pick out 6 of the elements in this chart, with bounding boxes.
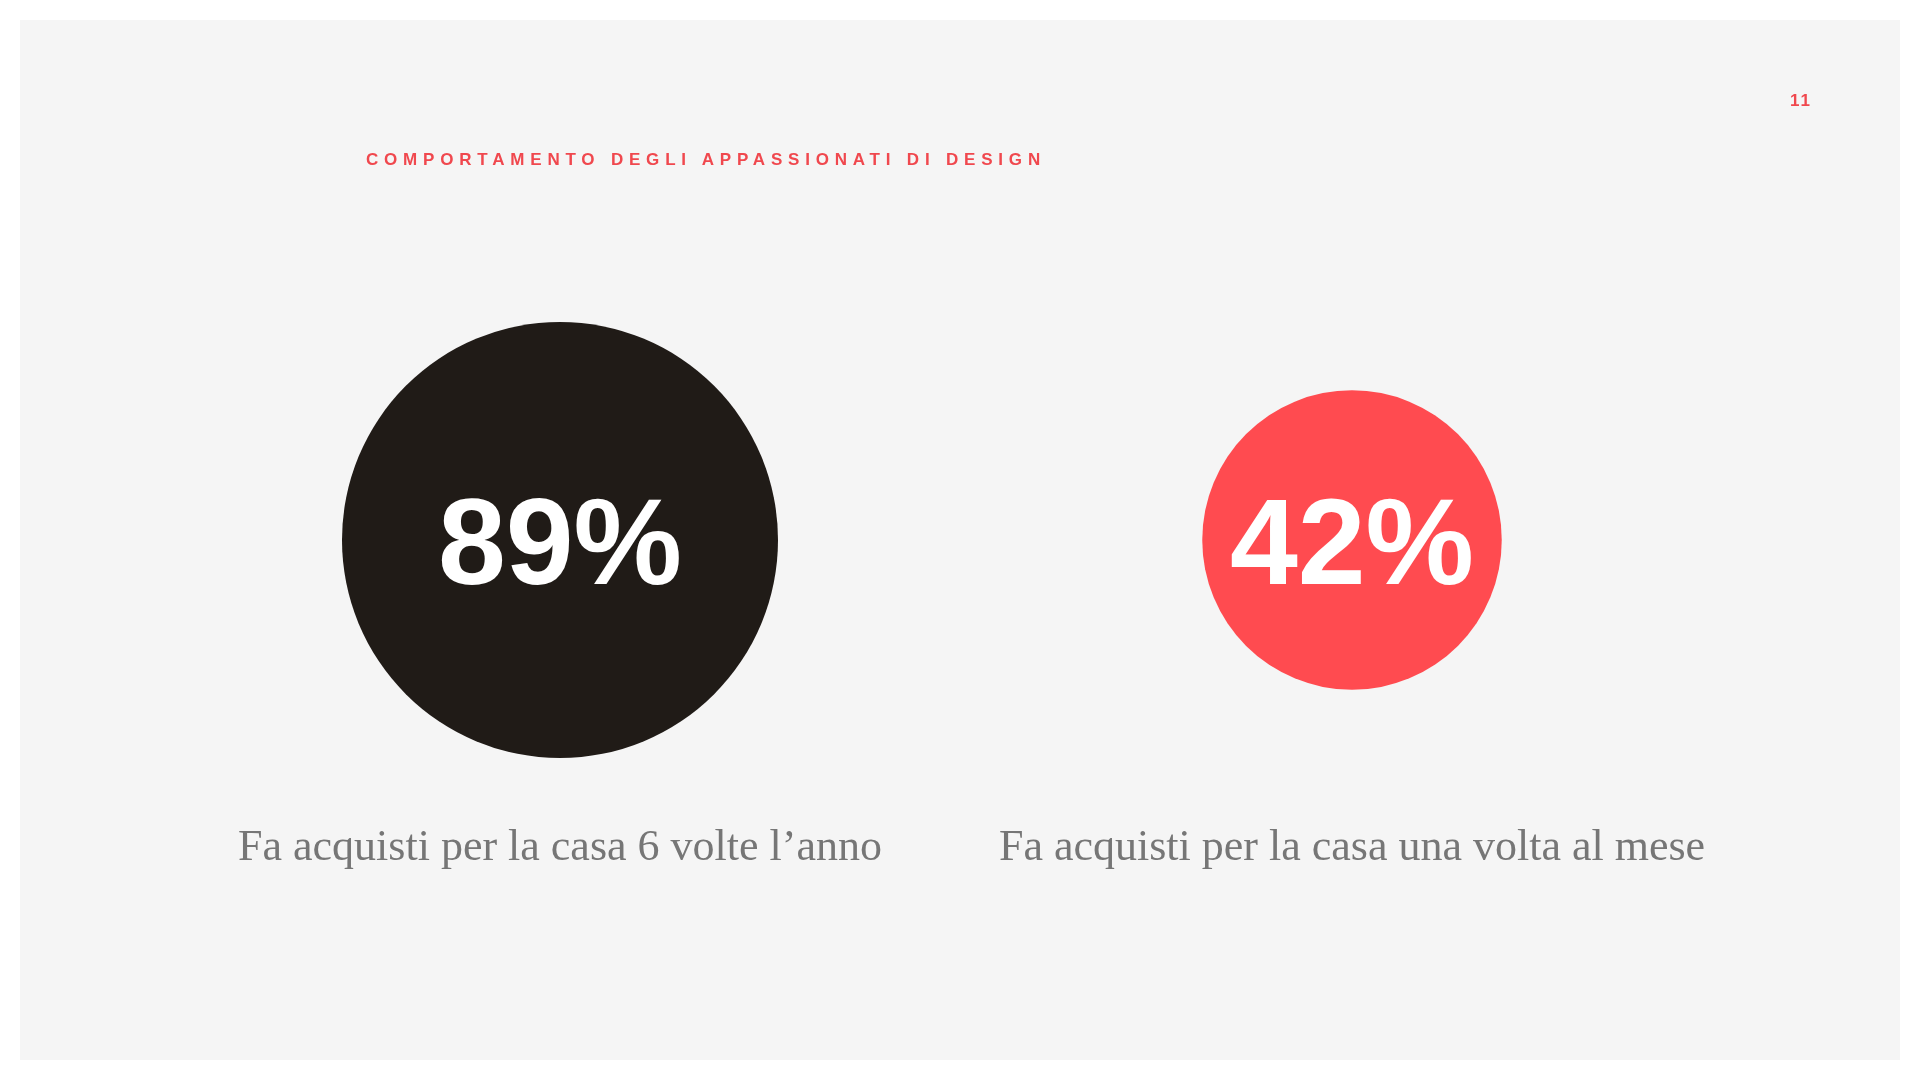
category-label: Fa acquisti per la casa una volta al mese	[997, 820, 1707, 871]
category-label: Fa acquisti per la casa 6 volte l’anno	[238, 821, 882, 870]
text: COMPORTAMENTO DEGLI APPASSIONATI DI DESIGN	[366, 150, 1046, 170]
data-label: 89%	[437, 473, 683, 610]
data-label: 42%	[1229, 473, 1475, 610]
text: 11	[1790, 91, 1812, 111]
